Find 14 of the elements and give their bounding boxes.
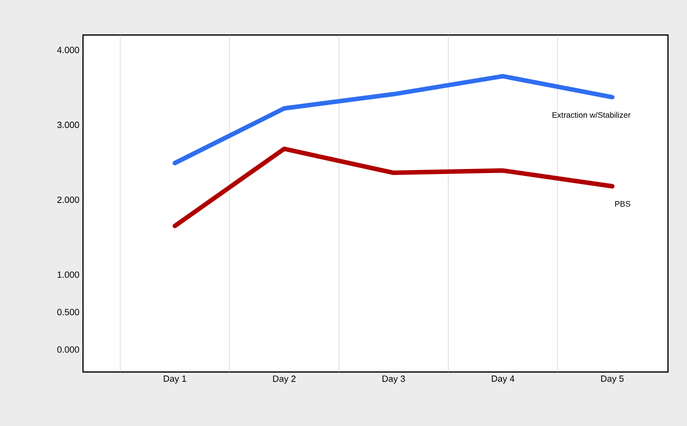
y-tick-label: 0.500 [57, 308, 80, 316]
x-tick-label: Day 1 [164, 376, 186, 384]
line-series [172, 146, 614, 228]
text: Extraction w/Stabilizer [552, 112, 630, 118]
y-tick-label: 3.000 [57, 122, 80, 128]
x-tick-label: Day 2 [273, 376, 296, 384]
x-tick-label: Day 3 [382, 376, 405, 384]
y-tick-label: 2.000 [57, 196, 80, 203]
y-tick-label: 4.000 [57, 46, 80, 54]
x-tick-label: Day 5 [601, 376, 624, 384]
y-tick-label: 1.000 [58, 271, 80, 278]
series-label: PBS [615, 201, 630, 207]
y-tick-label: 0.000 [57, 346, 80, 353]
x-tick-label: Day 4 [492, 376, 514, 384]
